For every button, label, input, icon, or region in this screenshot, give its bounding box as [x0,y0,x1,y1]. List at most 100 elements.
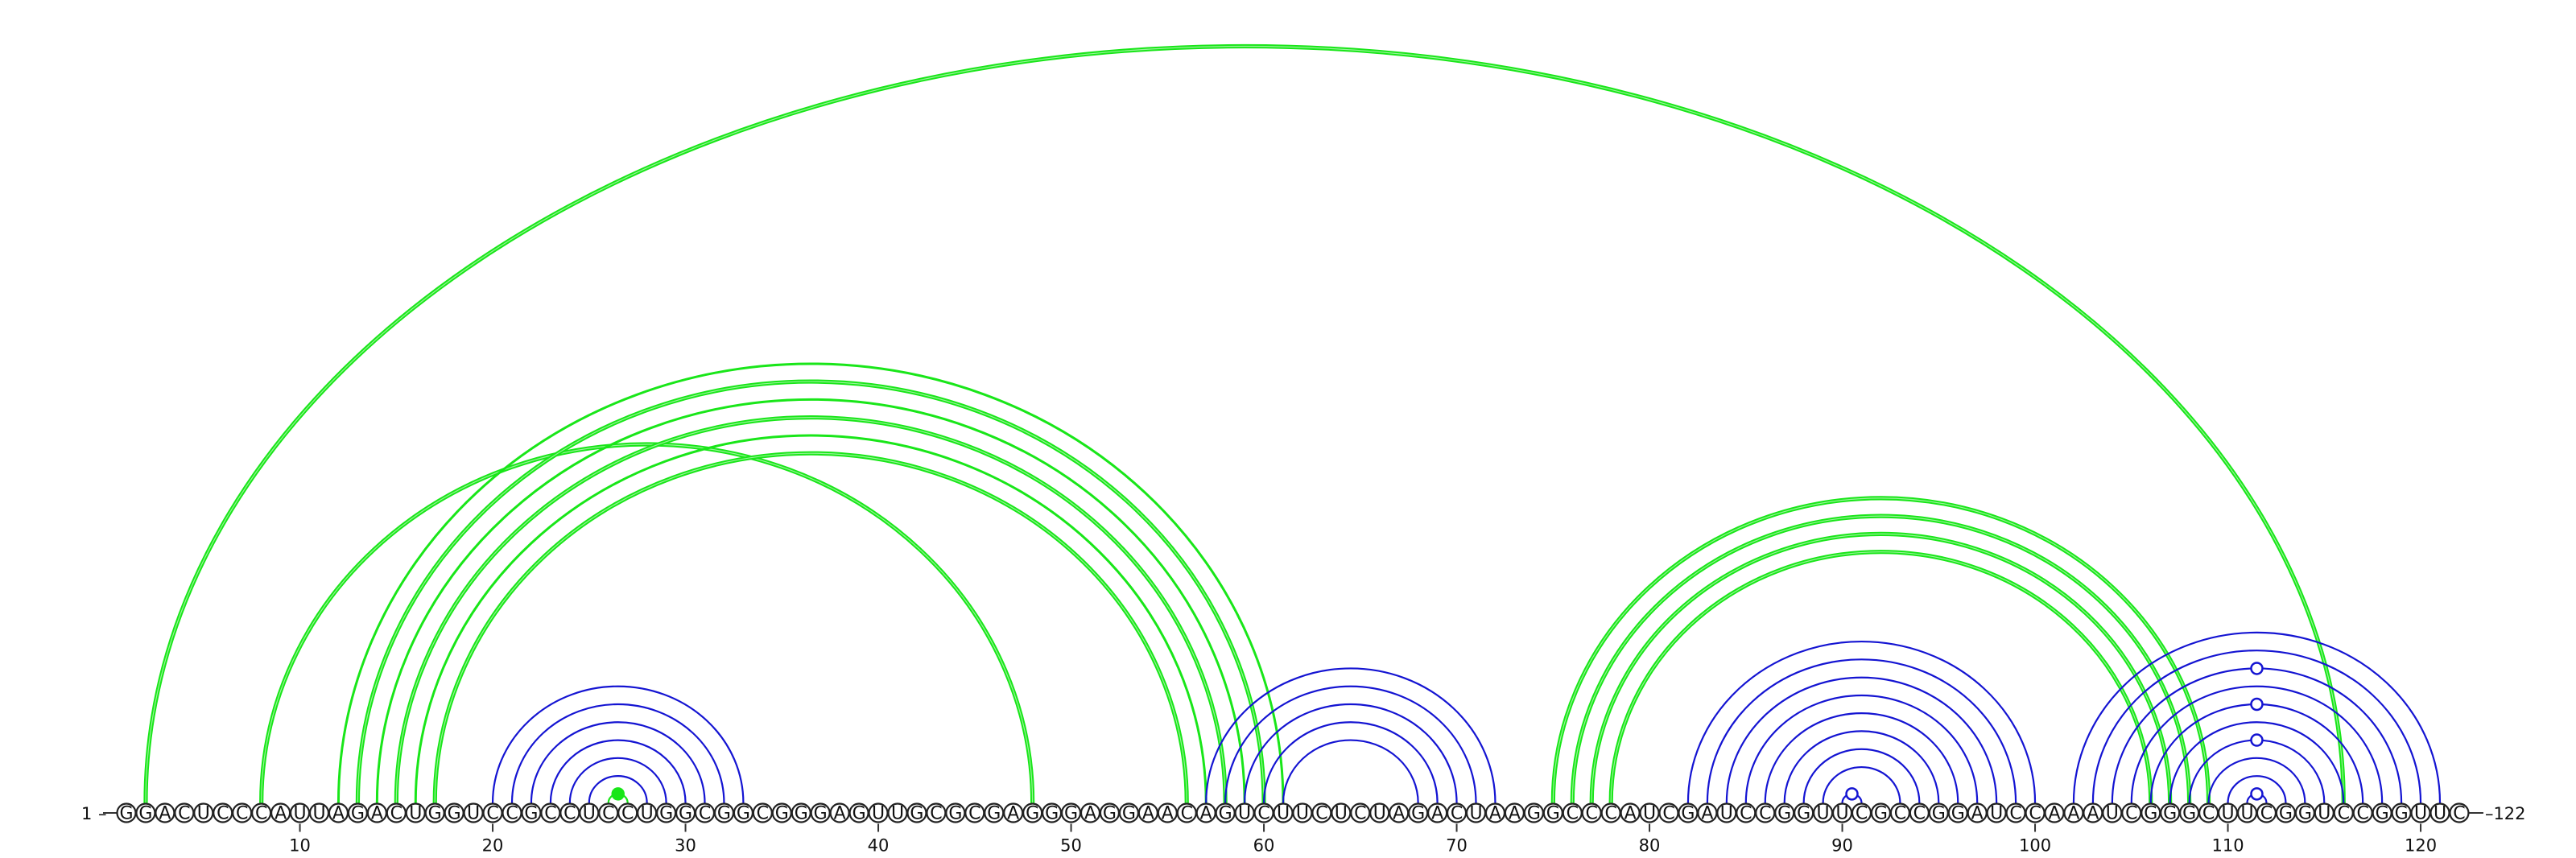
nucleotide-78: C [1602,804,1620,824]
nucleotide-92: G [1872,804,1890,824]
arc-marker-open [2251,662,2262,674]
nucleotide-letter: G [448,804,461,824]
nucleotide-25: U [580,804,598,824]
nucleotide-letter: U [1643,804,1656,824]
nucleotide-letter: U [1277,804,1290,824]
nucleotide-letter: G [679,804,692,824]
nucleotide-letter: U [312,804,325,824]
nucleotide-letter: G [2144,804,2157,824]
nucleotide-letter: A [332,804,345,824]
nucleotide-letter: C [2125,804,2137,824]
nucleotide-105: C [2122,804,2140,824]
arc-89-93 [1823,767,1901,802]
nucleotide-letter: A [1084,804,1096,824]
nucleotide-20: C [484,804,502,824]
nucleotide-letter: C [1894,804,1906,824]
arc-marker-open [2251,699,2262,710]
nucleotide-letter: G [910,804,923,824]
nucleotide-letter: A [1701,804,1713,824]
nucleotide-letter: G [852,804,866,824]
nucleotide-letter: U [583,804,596,824]
nucleotide-8: C [252,804,270,824]
nucleotide-63: C [1312,804,1331,824]
nucleotide-24: C [560,804,579,824]
nucleotide-letter: C [1181,804,1193,824]
nucleotide-62: U [1293,804,1311,824]
nucleotide-66: U [1370,804,1389,824]
nucleotide-74: G [1525,804,1543,824]
arc-marker-open [1847,788,1858,799]
nucleotide-letter: U [1296,804,1309,824]
nucleotide-49: G [1042,804,1061,824]
nucleotide-letter: G [351,804,365,824]
tick-label-70: 70 [1446,836,1468,856]
nucleotide-54: A [1139,804,1158,824]
tick-label-40: 40 [868,836,890,856]
nucleotide-28: U [638,804,656,824]
tick-label-80: 80 [1639,836,1661,856]
nucleotide-letter: G [2298,804,2312,824]
nucleotide-107: G [2161,804,2179,824]
nucleotide-77: C [1583,804,1601,824]
nucleotide-75: G [1544,804,1563,824]
nucleotide-12: A [329,804,348,824]
tick-label-110: 110 [2212,836,2244,856]
nucleotide-87: G [1775,804,1794,824]
nucleotide-letter: G [119,804,133,824]
nucleotide-letter: G [795,804,808,824]
nucleotide-86: C [1756,804,1774,824]
nucleotide-letter: C [506,804,518,824]
nucleotide-52: G [1100,804,1119,824]
nucleotide-letter: U [2240,804,2253,824]
nucleotide-9: A [271,804,290,824]
nucleotide-6: C [213,804,232,824]
nucleotide-88: G [1794,804,1813,824]
nucleotide-letter: G [2279,804,2293,824]
arc-75-109-outer [1553,498,2208,803]
nucleotide-119: G [2392,804,2411,824]
nucleotide-17: G [426,804,444,824]
arc-82-100 [1688,641,2035,802]
nucleotide-letter: C [2338,804,2350,824]
nucleotide-70: C [1447,804,1466,824]
nucleotide-letter: G [1219,804,1232,824]
nucleotide-letter: C [2029,804,2041,824]
arc-77-107-core [1591,534,2170,802]
nucleotide-34: C [753,804,772,824]
nucleotide-36: G [792,804,811,824]
nucleotide-111: U [2238,804,2256,824]
nucleotide-letter: G [1777,804,1791,824]
nucleotide-letter: C [1315,804,1327,824]
nucleotide-97: A [1968,804,1987,824]
nucleotide-82: G [1678,804,1697,824]
nucleotide-40: U [869,804,888,824]
nucleotide-39: G [850,804,869,824]
nucleotide-57: A [1197,804,1216,824]
nucleotide-letter: U [409,804,422,824]
nucleotide-94: C [1910,804,1929,824]
nucleotide-33: G [734,804,753,824]
nucleotide-letter: C [757,804,769,824]
nucleotide-11: U [310,804,328,824]
nucleotide-60: C [1255,804,1274,824]
nucleotide-letter: U [1990,804,2003,824]
nucleotide-47: A [1004,804,1022,824]
nucleotide-2: G [136,804,155,824]
nucleotide-letter: U [293,804,306,824]
nucleotide-letter: G [1527,804,1541,824]
nucleotide-26: C [599,804,617,824]
nucleotide-letter: C [255,804,267,824]
nucleotide-letter: C [544,804,556,824]
nucleotide-29: G [657,804,675,824]
nucleotide-letter: C [1856,804,1868,824]
nucleotide-letter: C [1451,804,1463,824]
nucleotide-letter: G [737,804,750,824]
nucleotide-letter: G [428,804,442,824]
nucleotide-letter: A [159,804,171,824]
nucleotide-letter: C [621,804,634,824]
nucleotide-letter: C [2009,804,2021,824]
nucleotide-letter: G [138,804,152,824]
nucleotide-45: C [965,804,984,824]
nucleotide-65: C [1351,804,1369,824]
base-pair-arcs [146,47,2440,803]
